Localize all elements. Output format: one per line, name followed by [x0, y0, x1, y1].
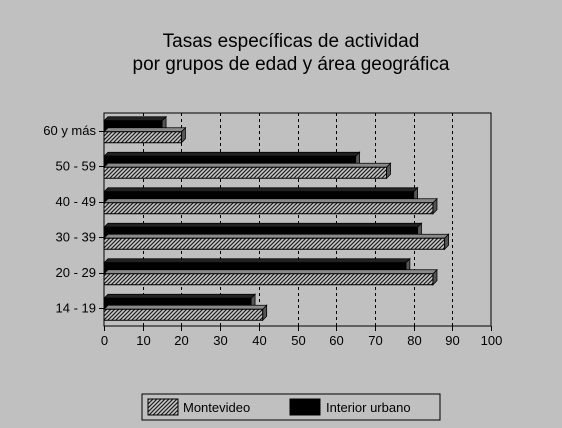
y-tick-label-1: 50 - 59: [56, 158, 96, 173]
bar-montevideo-3: [103, 237, 446, 250]
plot-area: 60 y más 50 - 59 40 - 49 30 - 39 20 - 29 14 -…: [43, 112, 503, 348]
x-tick-label-60: 60: [329, 333, 343, 348]
y-tick-label-5: 14 - 19: [56, 300, 96, 315]
bar-top-face: [103, 198, 438, 204]
bar-top-face: [103, 222, 423, 228]
bar-group-montevideo-2: [103, 197, 438, 215]
legend-swatch-montevideo: [147, 398, 179, 416]
plot-frame: [103, 112, 492, 327]
y-tick-label-0: 60 y más: [43, 123, 96, 138]
y-tick-label-2: 40 - 49: [56, 194, 96, 209]
x-tick-label-100: 100: [481, 333, 503, 348]
bar-montevideo-0: [103, 131, 182, 144]
legend-swatch-interior-urbano: [289, 398, 321, 416]
bar-montevideo-1: [103, 166, 388, 179]
bar-top-face: [103, 187, 419, 193]
bar-top-face: [103, 116, 168, 122]
x-tick-label-0: 0: [101, 333, 108, 348]
bar-group-montevideo-5: [103, 304, 268, 322]
x-tick-label-80: 80: [407, 333, 421, 348]
x-tick-label-90: 90: [445, 333, 459, 348]
legend: Montevideo Interior urbano: [141, 393, 441, 421]
x-tick-label-50: 50: [291, 333, 305, 348]
chart-title-line-2: por grupos de edad y área geográfica: [133, 54, 450, 75]
bar-montevideo-2: [103, 202, 434, 215]
legend-label-interior-urbano: Interior urbano: [326, 400, 411, 415]
chart-title-line-1: Tasas específicas de actividad: [163, 31, 420, 52]
x-tick-label-40: 40: [252, 333, 266, 348]
x-tick-label-70: 70: [368, 333, 382, 348]
bar-group-montevideo-1: [103, 162, 392, 180]
bar-top-face: [103, 258, 411, 264]
bar-top-face: [103, 151, 361, 157]
bar-top-face: [103, 269, 438, 275]
bar-group-montevideo-4: [103, 268, 438, 286]
bar-group-montevideo-0: [103, 126, 187, 144]
bar-top-face: [103, 162, 392, 168]
bar-montevideo-4: [103, 273, 434, 286]
bar-top-face: [103, 127, 187, 133]
y-tick-label-3: 30 - 39: [56, 229, 96, 244]
bar-top-face: [103, 304, 268, 310]
bar-top-face: [103, 233, 450, 239]
bar-top-face: [103, 293, 257, 299]
bar-group-montevideo-3: [103, 233, 450, 251]
bar-montevideo-5: [103, 308, 264, 321]
x-tick-label-10: 10: [136, 333, 150, 348]
x-tick-label-30: 30: [213, 333, 227, 348]
x-tick-label-20: 20: [174, 333, 188, 348]
legend-label-montevideo: Montevideo: [183, 400, 250, 415]
y-tick-label-4: 20 - 29: [56, 265, 96, 280]
